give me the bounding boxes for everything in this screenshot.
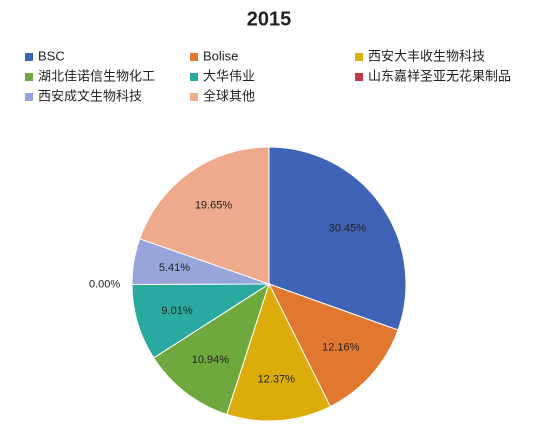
legend-swatch bbox=[355, 73, 363, 81]
legend-swatch bbox=[25, 73, 33, 81]
legend-swatch bbox=[25, 53, 33, 61]
legend-label: Bolise bbox=[203, 48, 238, 63]
legend-label: 西安大丰收生物科技 bbox=[368, 48, 485, 63]
legend-label: 湖北佳诺信生物化工 bbox=[38, 68, 155, 83]
value-label: 30.45% bbox=[329, 223, 367, 235]
legend-label: 山东嘉祥圣亚无花果制品 bbox=[368, 68, 511, 83]
legend-swatch bbox=[25, 93, 33, 101]
legend-label: BSC bbox=[38, 48, 65, 63]
legend-swatch bbox=[190, 93, 198, 101]
legend-swatch bbox=[190, 73, 198, 81]
value-label: 12.37% bbox=[258, 374, 296, 386]
value-label: 5.41% bbox=[159, 262, 190, 274]
value-label: 10.94% bbox=[192, 354, 230, 366]
legend-swatch bbox=[355, 53, 363, 61]
pie-slice bbox=[139, 146, 270, 285]
pie-slice bbox=[152, 282, 270, 415]
value-label: 19.65% bbox=[195, 200, 233, 212]
legend-swatch bbox=[190, 53, 198, 61]
pie-slice bbox=[226, 282, 331, 422]
legend-label: 全球其他 bbox=[203, 88, 255, 103]
value-label: 0.00% bbox=[89, 279, 120, 291]
legend-label: 大华伟业 bbox=[203, 68, 255, 83]
value-label: 9.01% bbox=[161, 305, 192, 317]
value-label: 12.16% bbox=[322, 341, 360, 353]
legend-label: 西安成文生物科技 bbox=[38, 88, 142, 103]
pie-slice bbox=[267, 283, 399, 408]
chart-title: 2015 bbox=[247, 8, 292, 30]
pie-slice bbox=[268, 146, 407, 331]
